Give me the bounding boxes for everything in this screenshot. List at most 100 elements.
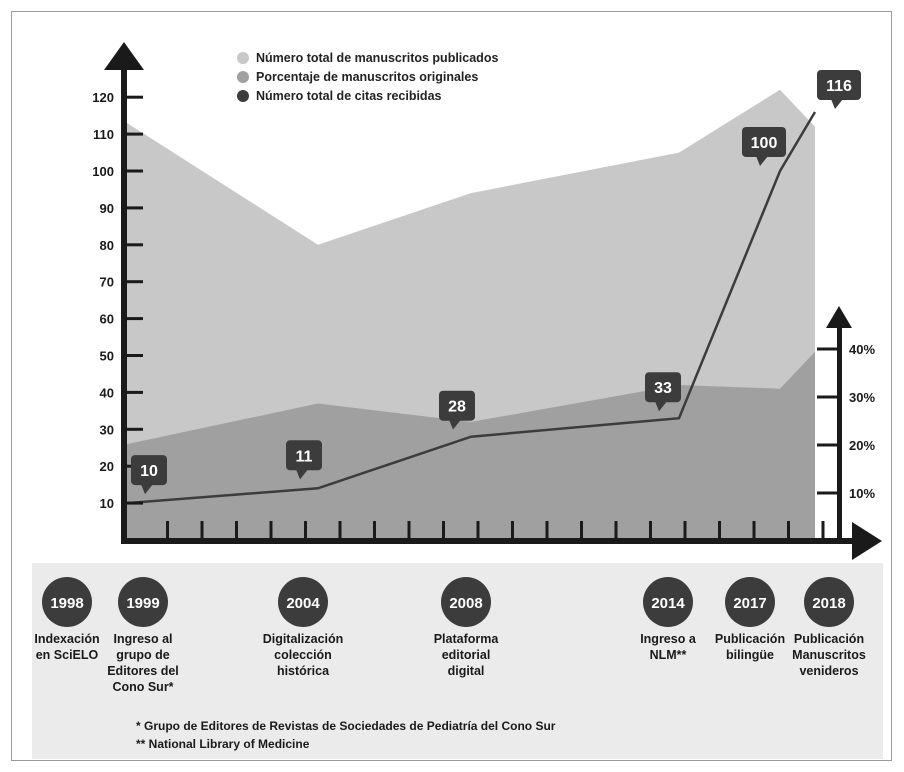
callout-label: 28: [448, 399, 466, 416]
right-axis-line: [837, 322, 842, 542]
left-tick-label: 10: [100, 496, 114, 511]
left-tick-label: 120: [92, 90, 114, 105]
callout-2017: 100: [742, 127, 786, 166]
timeline-event-2018: 2018 Publicación Manuscritos venideros: [792, 577, 866, 678]
year-label: 2004: [286, 595, 320, 612]
event-description: Publicación: [794, 632, 864, 646]
event-description: colección: [274, 648, 332, 662]
callout-2018: 116: [817, 70, 861, 109]
bottom-tick-mark: [235, 521, 238, 538]
right-axis-arrow: [826, 306, 852, 328]
bottom-tick-mark: [752, 521, 756, 538]
event-description: Manuscritos: [792, 648, 866, 662]
timeline-event-2004: 2004 Digitalización colección histórica: [263, 577, 344, 678]
year-badge: [804, 577, 854, 627]
left-tick-label: 60: [100, 312, 114, 327]
right-tick-label: 30%: [849, 390, 875, 405]
year-label: 1998: [50, 595, 83, 612]
timeline-event-1998: 1998 Indexación en SciELO: [34, 577, 100, 662]
left-tick-label: 50: [100, 349, 114, 364]
timeline-event-1999: 1999 Ingreso al grupo de Editores del Cono S…: [107, 577, 179, 694]
event-description: Digitalización: [263, 632, 344, 646]
left-tick-mark: [127, 354, 143, 357]
event-description: venideros: [799, 664, 858, 678]
left-tick-label: 40: [100, 385, 114, 400]
figure-frame: [11, 11, 892, 761]
event-description: Publicación: [715, 632, 785, 646]
year-badge: [118, 577, 168, 627]
callout-bubble: [439, 390, 475, 421]
timeline-event-2014: 2014 Ingreso a NLM**: [640, 577, 697, 662]
bottom-axis: [121, 522, 882, 560]
bottom-tick-mark: [545, 521, 549, 538]
footnote-1: * Grupo de Editores de Revistas de Socie…: [136, 719, 556, 733]
legend-swatch-manuscritos: [237, 52, 249, 64]
year-badge: [643, 577, 693, 627]
legend-swatch-citas: [237, 90, 249, 102]
callout-label: 33: [654, 380, 672, 397]
year-label: 2008: [449, 595, 482, 612]
callout-label: 116: [826, 78, 852, 95]
year-badge: [441, 577, 491, 627]
callout-pointer: [655, 401, 667, 412]
left-tick-label: 30: [100, 422, 114, 437]
year-badge: [278, 577, 328, 627]
bottom-tick-mark: [476, 521, 480, 538]
porcentaje-area: [127, 351, 815, 538]
bottom-tick-mark: [718, 521, 721, 538]
event-description: Plataforma: [434, 632, 500, 646]
bottom-tick-mark: [580, 521, 583, 538]
bottom-tick-mark: [269, 521, 273, 538]
bottom-tick-mark: [511, 521, 514, 538]
callout-pointer: [296, 469, 308, 480]
bottom-tick-mark: [200, 521, 204, 538]
event-description: Indexación: [34, 632, 99, 646]
bottom-tick-mark: [683, 521, 687, 538]
event-description: editorial: [442, 648, 491, 662]
event-description: Ingreso al: [113, 632, 172, 646]
right-tick-label: 10%: [849, 486, 875, 501]
bottom-axis-arrow: [852, 522, 882, 560]
left-tick-label: 70: [100, 275, 114, 290]
right-tick-mark: [817, 395, 837, 399]
left-tick-label: 110: [93, 127, 114, 142]
right-tick-label: 20%: [849, 438, 875, 453]
legend-label-porcentaje: Porcentaje de manuscritos originales: [256, 70, 478, 84]
callout-2008: 28: [439, 390, 475, 430]
event-description: bilingüe: [726, 648, 774, 662]
left-tick-mark: [127, 390, 143, 394]
callout-2014: 33: [645, 372, 681, 412]
year-label: 2018: [812, 595, 845, 612]
left-tick-mark: [127, 280, 143, 284]
year-badge: [42, 577, 92, 627]
callout-pointer: [449, 419, 461, 430]
right-tick-mark: [817, 443, 837, 447]
legend-label-citas: Número total de citas recibidas: [256, 89, 442, 103]
left-axis: [104, 42, 144, 542]
timeline-event-2008: 2008 Plataforma editorial digital: [434, 577, 500, 678]
left-tick-mark: [127, 206, 143, 210]
left-tick-label: 80: [100, 238, 114, 253]
callout-label: 100: [751, 135, 778, 152]
timeline-event-2017: 2017 Publicación bilingüe: [715, 577, 785, 662]
bottom-tick-mark: [304, 521, 307, 538]
callout-1998: 10: [131, 455, 167, 495]
event-description: grupo de: [116, 648, 170, 662]
left-tick-mark: [127, 501, 143, 505]
callout-pointer: [756, 156, 768, 166]
bottom-tick-mark: [787, 521, 790, 538]
left-tick-mark: [127, 427, 143, 431]
callout-label: 11: [296, 448, 313, 465]
callout-pointer: [141, 484, 153, 495]
left-tick-label: 100: [92, 164, 114, 179]
left-tick-mark: [127, 169, 143, 173]
citas-series-line: [126, 111, 817, 505]
legend-label-manuscritos: Número total de manuscritos publicados: [256, 51, 498, 65]
bottom-tick-mark: [166, 521, 169, 538]
event-description: Editores del: [107, 664, 179, 678]
footnote-2: ** National Library of Medicine: [136, 737, 310, 751]
event-description: Ingreso a: [640, 632, 697, 646]
left-tick-mark: [127, 132, 143, 136]
callout-label: 10: [140, 463, 158, 480]
